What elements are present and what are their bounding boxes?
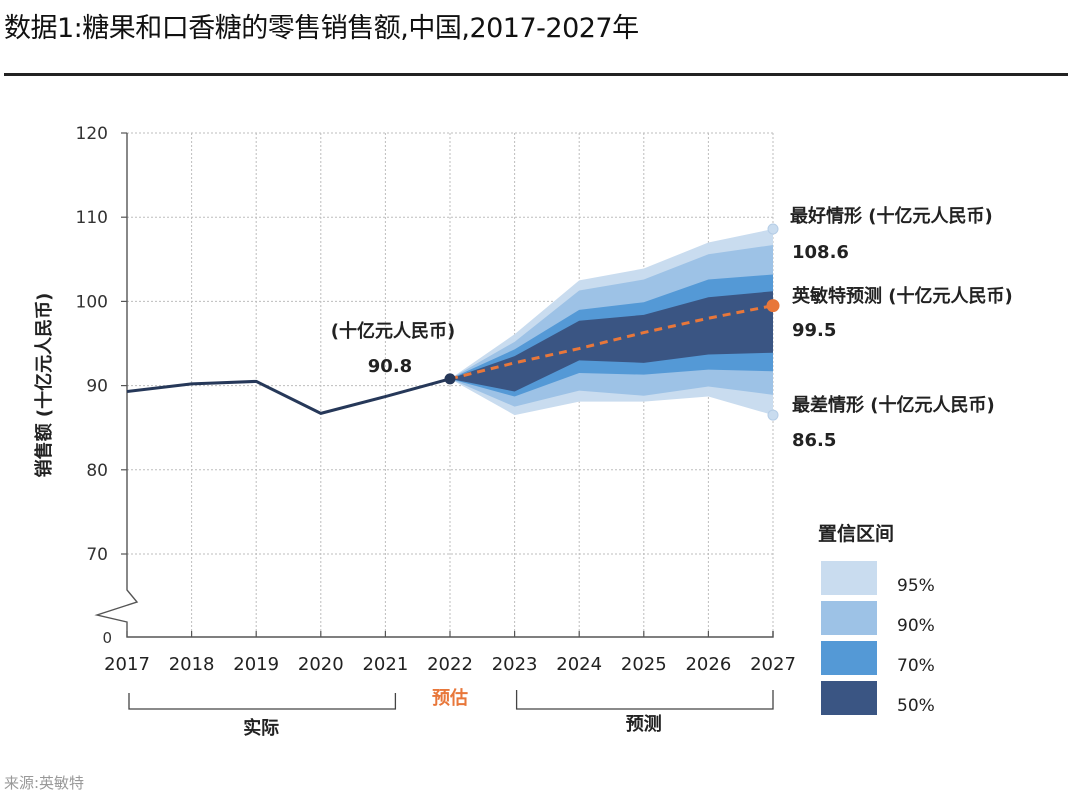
legend-swatch-70 [821, 641, 877, 675]
best-case-point [767, 223, 779, 235]
series-lines [126, 223, 780, 421]
legend-label-95: 95% [897, 576, 935, 596]
y-tick-label: 120 [76, 124, 108, 144]
legend-label-50: 50% [897, 696, 935, 716]
x-tick-label: 2020 [298, 654, 344, 675]
forecast-period-bracket [515, 690, 774, 710]
legend-label-90: 90% [897, 616, 935, 636]
forecast-label: 英敏特预测 (十亿元人民币) [791, 285, 1013, 307]
x-tick-label: 2024 [556, 654, 602, 675]
estimate-annotation-label: (十亿元人民币) [331, 320, 455, 342]
y-tick-label: 110 [76, 208, 108, 228]
estimate-period-label: 预估 [432, 687, 468, 709]
y-tick-label: 80 [86, 461, 108, 481]
x-tick-label: 2021 [362, 654, 408, 675]
legend-swatch-95 [821, 561, 877, 595]
x-tick-label: 2023 [492, 654, 538, 675]
worst-case-value: 86.5 [792, 430, 836, 451]
best-case-label: 最好情形 (十亿元人民币) [790, 205, 993, 227]
actual-period-label: 实际 [243, 717, 279, 739]
y-axis-line [94, 133, 774, 638]
x-tick-label: 2026 [685, 654, 731, 675]
worst-case-label: 最差情形 (十亿元人民币) [792, 394, 995, 416]
axes: 0 70 80 90 100 110 120 2017 2018 2019 2020 2021 2022… [33, 124, 796, 675]
chart-title: 数据1:糖果和口香糖的零售销售额,中国,2017-2027年 [4, 13, 639, 44]
legend-swatch-50 [821, 681, 877, 715]
y-tick-label: 0 [102, 629, 112, 647]
y-axis-title: 销售额 (十亿元人民币) [33, 293, 55, 478]
confidence-bands [450, 228, 773, 416]
forecast-value: 99.5 [792, 320, 836, 341]
title-divider [4, 73, 1068, 76]
source-note: 来源:英敏特 [4, 774, 85, 792]
x-tick-label: 2025 [621, 654, 667, 675]
forecast-end-point [766, 299, 780, 313]
actual-period-bracket [128, 693, 397, 710]
confidence-band-50 [450, 291, 773, 392]
y-tick-label: 90 [86, 377, 108, 397]
legend-swatch-90 [821, 601, 877, 635]
legend-title: 置信区间 [818, 522, 894, 545]
best-case-value: 108.6 [792, 242, 849, 263]
x-tick-label: 2017 [104, 654, 150, 675]
actual-series-line [126, 377, 451, 415]
estimate-annotation-value: 90.8 [368, 356, 412, 377]
forecast-period-label: 预测 [626, 713, 662, 735]
x-tick-label: 2027 [750, 654, 796, 675]
estimate-point [444, 373, 456, 385]
x-tick-label: 2018 [169, 654, 215, 675]
legend-label-70: 70% [897, 656, 935, 676]
y-tick-label: 70 [86, 545, 108, 565]
worst-case-point [767, 409, 779, 421]
x-tick-label: 2019 [233, 654, 279, 675]
chart-labels: (十亿元人民币) 90.8 最好情形 (十亿元人民币) 108.6 英敏特预测 (十亿元… [128, 205, 1013, 739]
x-tick-label: 2022 [427, 654, 473, 675]
legend: 置信区间 95% 90% 70% 50% [818, 522, 935, 716]
y-tick-label: 100 [76, 292, 108, 312]
